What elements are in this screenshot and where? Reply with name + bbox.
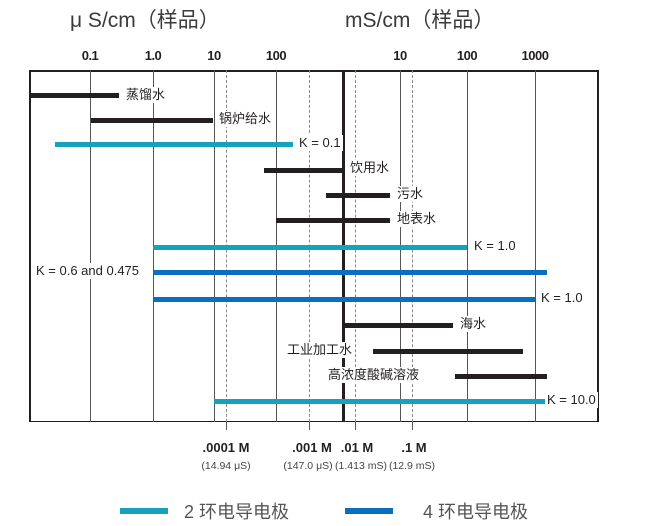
tick-label: 100 xyxy=(265,48,287,63)
legend-label-4-ring: 4 环电导电极 xyxy=(423,502,529,522)
gridline xyxy=(467,70,468,422)
row-label: K = 1.0 xyxy=(539,290,585,306)
row-label: 蒸馏水 xyxy=(124,87,168,103)
molar-value-label: (12.9 mS) xyxy=(388,460,436,472)
range-bar-industrial-water xyxy=(373,349,523,354)
molar-tick xyxy=(355,422,356,430)
gridline xyxy=(90,70,91,422)
tick-label: 1.0 xyxy=(144,48,162,63)
molar-conc-label: .001 M xyxy=(292,440,332,455)
molar-conc-label: .0001 M xyxy=(202,440,250,455)
tick-label: 10 xyxy=(207,48,221,63)
range-bar-acid-base xyxy=(455,374,547,379)
molar-conc-label: .01 M xyxy=(340,440,374,455)
range-bar-2ring-k01 xyxy=(55,142,293,147)
row-label: 污水 xyxy=(395,186,426,202)
range-bar-boiler-feed-water xyxy=(91,118,213,123)
gridline xyxy=(535,70,536,422)
legend-swatch-4-ring xyxy=(345,508,393,514)
right-unit-label: mS/cm（样品） xyxy=(345,9,495,32)
row-label: 锅炉给水 xyxy=(217,111,274,127)
range-bar-seawater xyxy=(343,323,453,328)
row-label: K = 1.0 xyxy=(472,238,518,254)
molar-tick xyxy=(412,422,413,430)
range-bar-distilled-water xyxy=(29,93,119,98)
legend-label-2-ring: 2 环电导电极 xyxy=(184,502,290,522)
molar-conc-label: .1 M xyxy=(401,440,427,455)
row-label: K = 0.1 xyxy=(297,135,343,151)
molar-value-label: (147.0 μS) xyxy=(283,460,333,472)
tick-label: 1000 xyxy=(521,48,549,63)
row-label: 高浓度酸碱溶液 xyxy=(326,367,422,383)
row-label: 饮用水 xyxy=(348,160,392,176)
row-label: 海水 xyxy=(458,316,489,332)
range-bar-4ring-k06 xyxy=(153,270,547,275)
row-label: 工业加工水 xyxy=(285,342,355,358)
left-unit-label: μ S/cm（样品） xyxy=(70,9,220,32)
tick-label: 0.1 xyxy=(81,48,99,63)
range-bar-2ring-k10 xyxy=(214,399,545,404)
legend-swatch-2-ring xyxy=(120,508,168,514)
tick-label: 100 xyxy=(456,48,478,63)
molar-tick xyxy=(309,422,310,430)
range-bar-4ring-k1 xyxy=(153,297,535,302)
row-label: K = 10.0 xyxy=(545,392,598,408)
molar-value-label: (14.94 μS) xyxy=(201,460,251,472)
row-label: K = 0.6 and 0.475 xyxy=(34,263,142,279)
range-bar-2ring-k1 xyxy=(153,245,467,250)
molar-tick xyxy=(226,422,227,430)
range-bar-surface-water xyxy=(276,218,390,223)
plot-frame xyxy=(29,70,599,422)
row-label: 地表水 xyxy=(395,211,439,227)
molar-value-label: (1.413 mS) xyxy=(335,460,387,472)
range-bar-wastewater xyxy=(326,193,390,198)
range-bar-drinking-water xyxy=(264,168,343,173)
tick-label: 10 xyxy=(393,48,407,63)
